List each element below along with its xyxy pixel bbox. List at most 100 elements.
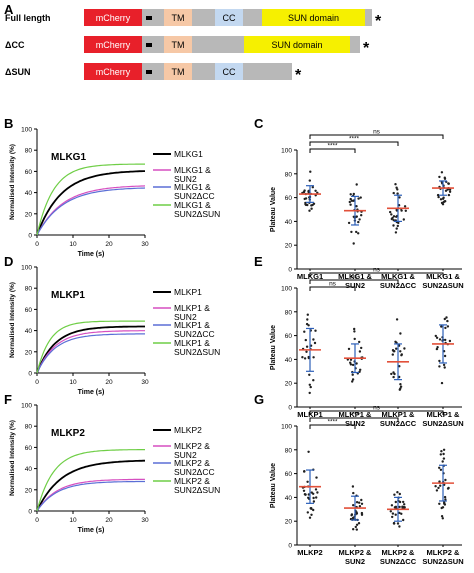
data-point bbox=[400, 512, 403, 515]
data-point bbox=[403, 503, 406, 506]
data-point bbox=[360, 502, 364, 505]
data-point bbox=[444, 478, 447, 482]
data-point bbox=[349, 203, 352, 206]
data-point bbox=[394, 505, 398, 508]
y-tick-label: 40 bbox=[285, 357, 293, 364]
y-tick-label: 80 bbox=[25, 148, 33, 155]
construct-diagram-0: Full length mCherry TM CC SUN domain * bbox=[5, 9, 382, 30]
data-point bbox=[403, 347, 406, 350]
linker-mark bbox=[146, 43, 152, 47]
panel-letter: F bbox=[4, 392, 12, 407]
data-point bbox=[392, 375, 395, 379]
data-point bbox=[398, 500, 402, 504]
data-point bbox=[440, 450, 443, 453]
data-point bbox=[446, 319, 449, 323]
data-point bbox=[312, 356, 315, 359]
data-point bbox=[440, 325, 443, 328]
data-point bbox=[447, 182, 450, 185]
data-point bbox=[358, 505, 362, 508]
category-label: MLKP2 & bbox=[339, 548, 373, 557]
x-axis-label: Time (s) bbox=[78, 251, 105, 258]
data-point bbox=[302, 489, 306, 492]
data-point bbox=[396, 192, 399, 195]
data-point bbox=[355, 215, 358, 218]
y-tick-label: 40 bbox=[285, 495, 293, 502]
y-tick-label: 40 bbox=[25, 328, 33, 335]
data-point bbox=[398, 505, 401, 509]
data-point bbox=[444, 498, 447, 501]
data-point bbox=[391, 515, 394, 519]
y-tick-label: 0 bbox=[28, 509, 32, 516]
data-point bbox=[355, 205, 358, 208]
data-point bbox=[355, 523, 359, 526]
series-line bbox=[36, 185, 146, 236]
data-point bbox=[441, 460, 444, 463]
significance-bracket bbox=[309, 148, 356, 153]
data-point bbox=[437, 486, 440, 490]
domain-label: CC bbox=[223, 67, 236, 77]
data-point bbox=[439, 453, 442, 456]
significance-label: **** bbox=[349, 136, 360, 143]
panel-letter: E bbox=[254, 254, 263, 269]
category-label: MLKG1 & bbox=[338, 272, 372, 281]
y-tick-label: 100 bbox=[21, 265, 32, 272]
domain-label: CC bbox=[223, 13, 236, 23]
y-tick-label: 60 bbox=[25, 445, 33, 452]
data-point bbox=[447, 193, 451, 197]
data-point bbox=[312, 496, 315, 500]
domain-label: TM bbox=[172, 40, 185, 50]
y-tick-label: 60 bbox=[285, 471, 293, 478]
y-tick-label: 80 bbox=[285, 447, 293, 454]
data-point bbox=[395, 208, 398, 212]
data-point bbox=[435, 336, 439, 339]
data-point bbox=[358, 350, 362, 353]
data-point bbox=[351, 378, 355, 381]
significance-bracket bbox=[309, 417, 399, 422]
data-point bbox=[308, 516, 312, 519]
y-axis-label: Normalised Intensity (%) bbox=[9, 420, 16, 496]
y-axis-label: Plateau Value bbox=[270, 187, 277, 232]
y-tick-label: 100 bbox=[21, 127, 32, 134]
significance-bracket bbox=[309, 410, 444, 415]
data-point bbox=[436, 193, 440, 197]
data-point bbox=[309, 170, 312, 173]
category-label: SUN2ΔCC bbox=[380, 281, 417, 290]
data-point bbox=[307, 450, 310, 453]
domain-block bbox=[84, 36, 142, 53]
data-point bbox=[403, 506, 406, 509]
data-point bbox=[355, 501, 359, 504]
data-point bbox=[351, 380, 354, 383]
data-point bbox=[396, 491, 399, 494]
data-point bbox=[438, 365, 441, 368]
data-point bbox=[360, 498, 363, 502]
y-tick-label: 80 bbox=[285, 171, 293, 178]
data-point bbox=[310, 204, 313, 207]
category-label: MLKP1 & bbox=[339, 410, 373, 419]
legend-label: MLKP1 bbox=[174, 287, 202, 297]
data-point bbox=[434, 334, 437, 338]
data-point bbox=[438, 359, 441, 363]
legend-label: SUN2ΔSUN bbox=[174, 485, 220, 495]
series-line bbox=[36, 333, 145, 374]
data-point bbox=[359, 196, 362, 199]
series-line bbox=[36, 480, 145, 512]
data-point bbox=[349, 361, 352, 364]
y-tick-label: 0 bbox=[288, 543, 292, 550]
data-point bbox=[354, 525, 357, 529]
data-point bbox=[311, 186, 314, 189]
category-label: SUN2ΔSUN bbox=[422, 419, 463, 428]
y-tick-label: 80 bbox=[25, 286, 33, 293]
legend-label: SUN2ΔCC bbox=[174, 329, 215, 339]
y-tick-label: 20 bbox=[285, 381, 293, 388]
data-point bbox=[392, 215, 396, 218]
y-axis-label: Plateau Value bbox=[270, 325, 277, 370]
data-point bbox=[310, 491, 313, 494]
y-tick-label: 0 bbox=[28, 233, 32, 240]
category-label: SUN2ΔCC bbox=[380, 557, 417, 566]
recovery-chart-MLKP1: D 0 20 40 60 80 100 0 10 20 30 Time (s) Normalised I… bbox=[4, 254, 220, 396]
x-tick-label: 20 bbox=[105, 517, 113, 524]
data-point bbox=[404, 209, 407, 212]
series-line bbox=[36, 330, 145, 374]
data-point bbox=[395, 347, 398, 350]
data-point bbox=[350, 230, 353, 234]
